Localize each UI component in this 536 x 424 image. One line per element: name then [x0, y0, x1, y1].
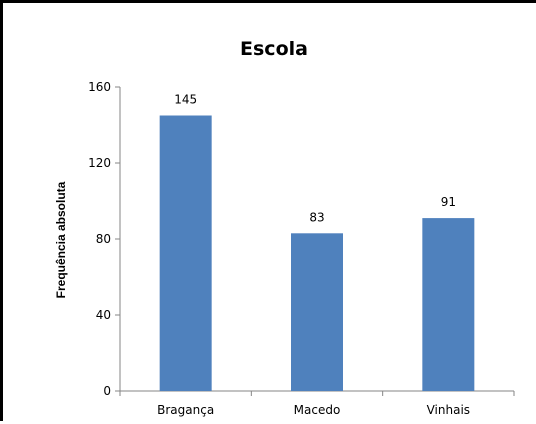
y-tick-label: 120: [88, 156, 111, 170]
chart-title: Escola: [240, 38, 308, 60]
bar: [159, 115, 212, 391]
x-tick-label: Macedo: [294, 403, 341, 417]
y-tick-label: 40: [96, 308, 111, 322]
data-label: 83: [309, 210, 324, 224]
y-tick-label: 0: [103, 384, 111, 398]
y-axis-label: Frequência absoluta: [54, 181, 68, 298]
y-tick-label: 80: [96, 232, 111, 246]
bar: [291, 233, 343, 391]
y-tick-label: 160: [88, 80, 111, 94]
data-label: 91: [441, 195, 456, 209]
x-tick-label: Vinhais: [427, 403, 470, 417]
bar-chart: Escola Frequência absoluta 0 40 80 120 160 14…: [54, 38, 515, 417]
bar: [422, 218, 475, 391]
plot-area: 0 40 80 120 160 145 Bragança 83 Macedo 91 Vinhais: [88, 80, 515, 417]
data-label: 145: [174, 93, 197, 107]
x-tick-label: Bragança: [157, 403, 214, 417]
